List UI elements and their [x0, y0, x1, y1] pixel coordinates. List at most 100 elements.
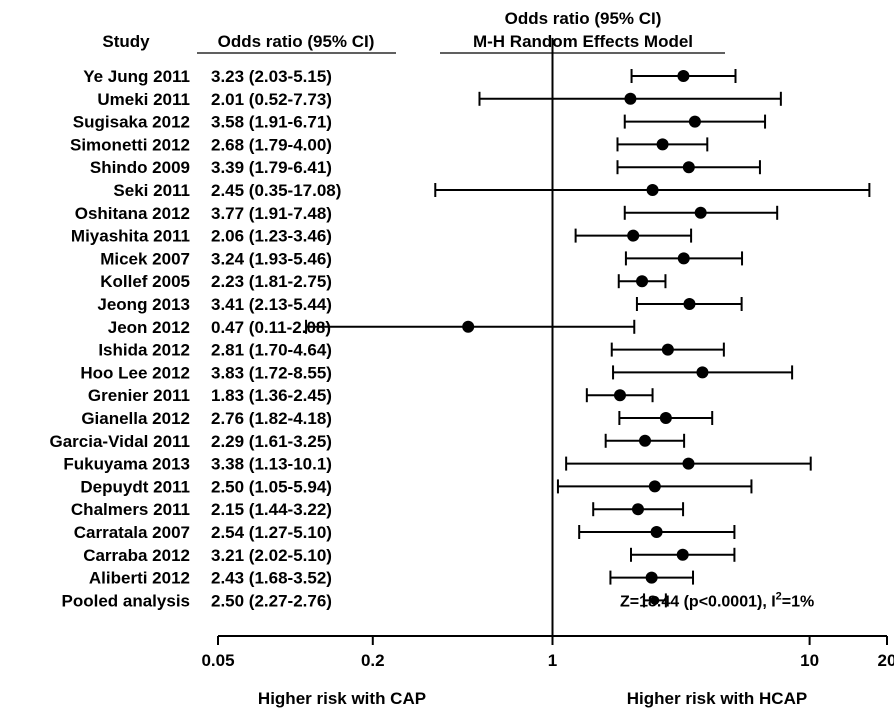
study-row: Chalmers 2011 2.15 (1.44-3.22)	[71, 500, 685, 519]
study-row: Carratala 2007 2.54 (1.27-5.10)	[74, 523, 736, 542]
study-3-name: Simonetti 2012	[70, 135, 190, 154]
study-15-or-ci-text: 2.76 (1.82-4.18)	[211, 409, 332, 428]
study-10-or-ci-text: 3.41 (2.13-5.44)	[211, 295, 332, 314]
study-16-point	[639, 434, 652, 447]
study-1-or-ci-text: 2.01 (0.52-7.73)	[211, 90, 332, 109]
study-row: Seki 2011 2.45 (0.35-17.08)	[113, 181, 871, 200]
study-14-name: Grenier 2011	[88, 386, 190, 405]
study-rows: Ye Jung 2011 3.23 (2.03-5.15) Umeki 2011 2.…	[49, 67, 871, 610]
pooled-stat-suffix: =1%	[782, 593, 814, 610]
study-18-point	[648, 480, 661, 493]
study-row: Grenier 2011 1.83 (1.36-2.45)	[88, 386, 654, 405]
header-study: Study	[102, 32, 150, 51]
x-tick-label: 0.2	[361, 651, 385, 670]
pooled-name: Pooled analysis	[62, 591, 191, 610]
x-side-label-left: Higher risk with CAP	[258, 689, 426, 708]
study-2-name: Sugisaka 2012	[73, 113, 190, 132]
header-plot-line2: M-H Random Effects Model	[473, 32, 693, 51]
study-18-or-ci-text: 2.50 (1.05-5.94)	[211, 477, 332, 496]
study-row: Garcia-Vidal 2011 2.29 (1.61-3.25)	[49, 432, 686, 451]
study-row: Aliberti 2012 2.43 (1.68-3.52)	[89, 569, 695, 588]
study-6-point	[694, 206, 707, 219]
study-row: Fukuyama 2013 3.38 (1.13-10.1)	[63, 455, 812, 474]
pooled-statistics: Z=18.44 (p<0.0001), I2=1%	[620, 590, 814, 610]
study-row: Jeon 2012 0.47 (0.11-2.08)	[108, 318, 636, 337]
study-4-point	[682, 161, 695, 174]
study-19-or-ci-text: 2.15 (1.44-3.22)	[211, 500, 332, 519]
study-19-point	[631, 503, 644, 516]
pooled-point	[650, 595, 660, 605]
study-5-point	[646, 184, 659, 196]
study-11-or-ci-text: 0.47 (0.11-2.08)	[211, 318, 331, 337]
study-20-or-ci-text: 2.54 (1.27-5.10)	[211, 523, 332, 542]
pooled-stat-prefix: Z=18.44 (p<0.0001), I	[620, 593, 776, 610]
study-9-name: Kollef 2005	[100, 272, 190, 291]
pooled-stat-sup: 2	[776, 590, 782, 602]
study-17-or-ci-text: 3.38 (1.13-10.1)	[211, 455, 332, 474]
study-3-point	[656, 138, 669, 151]
study-14-point	[613, 389, 626, 402]
study-7-point	[627, 229, 640, 242]
study-row: Micek 2007 3.24 (1.93-5.46)	[100, 249, 744, 268]
study-19-name: Chalmers 2011	[71, 500, 190, 519]
study-16-name: Garcia-Vidal 2011	[49, 432, 190, 451]
study-7-or-ci-text: 2.06 (1.23-3.46)	[211, 227, 332, 246]
study-row: Depuydt 2011 2.50 (1.05-5.94)	[80, 477, 753, 496]
study-2-or-ci-text: 3.58 (1.91-6.71)	[211, 113, 332, 132]
study-5-name: Seki 2011	[113, 181, 190, 200]
study-row: Gianella 2012 2.76 (1.82-4.18)	[81, 409, 714, 428]
study-11-point	[462, 320, 475, 333]
study-9-point	[636, 275, 649, 288]
study-row: Carraba 2012 3.21 (2.02-5.10)	[83, 546, 736, 565]
study-row: Miyashita 2011 2.06 (1.23-3.46)	[71, 227, 693, 246]
study-20-name: Carratala 2007	[74, 523, 190, 542]
study-17-name: Fukuyama 2013	[63, 455, 190, 474]
study-22-or-ci-text: 2.43 (1.68-3.52)	[211, 569, 332, 588]
header-odds-ratio-ci: Odds ratio (95% CI)	[218, 32, 375, 51]
study-row: Umeki 2011 2.01 (0.52-7.73)	[97, 90, 782, 109]
study-20-point	[650, 526, 663, 538]
study-1-point	[624, 92, 637, 105]
study-1-name: Umeki 2011	[97, 90, 190, 109]
study-row: Jeong 2013 3.41 (2.13-5.44)	[97, 295, 743, 314]
study-13-point	[696, 366, 709, 379]
study-row: Shindo 2009 3.39 (1.79-6.41)	[90, 158, 761, 177]
study-10-name: Jeong 2013	[97, 295, 190, 314]
study-6-name: Oshitana 2012	[75, 204, 190, 223]
study-15-point	[659, 412, 672, 424]
study-13-or-ci-text: 3.83 (1.72-8.55)	[211, 363, 332, 382]
study-13-name: Hoo Lee 2012	[80, 363, 190, 382]
x-tick-label: 1	[548, 651, 557, 670]
x-tick-label: 10	[800, 651, 819, 670]
pooled-or-ci-text: 2.50 (2.27-2.76)	[211, 591, 332, 610]
x-tick-label: 0.05	[201, 651, 234, 670]
study-12-point	[661, 343, 674, 356]
study-row: Oshitana 2012 3.77 (1.91-7.48)	[75, 204, 779, 223]
study-21-name: Carraba 2012	[83, 546, 190, 565]
study-18-name: Depuydt 2011	[80, 477, 190, 496]
study-5-or-ci-text: 2.45 (0.35-17.08)	[211, 181, 341, 200]
study-4-or-ci-text: 3.39 (1.79-6.41)	[211, 158, 332, 177]
study-row: Hoo Lee 2012 3.83 (1.72-8.55)	[80, 363, 794, 382]
study-11-name: Jeon 2012	[108, 318, 190, 337]
study-row: Ye Jung 2011 3.23 (2.03-5.15)	[83, 67, 737, 86]
x-tick-label: 20	[878, 651, 894, 670]
study-row: Kollef 2005 2.23 (1.81-2.75)	[100, 272, 667, 291]
study-4-name: Shindo 2009	[90, 158, 190, 177]
study-8-or-ci-text: 3.24 (1.93-5.46)	[211, 249, 332, 268]
study-2-point	[688, 115, 701, 128]
study-14-or-ci-text: 1.83 (1.36-2.45)	[211, 386, 332, 405]
study-3-or-ci-text: 2.68 (1.79-4.00)	[211, 135, 332, 154]
study-6-or-ci-text: 3.77 (1.91-7.48)	[211, 204, 332, 223]
study-0-point	[677, 70, 690, 82]
study-15-name: Gianella 2012	[81, 409, 190, 428]
pooled-row: Pooled analysis 2.50 (2.27-2.76) Z=18.44 (…	[62, 590, 815, 610]
study-row: Simonetti 2012 2.68 (1.79-4.00)	[70, 135, 709, 154]
x-side-label-right: Higher risk with HCAP	[627, 689, 807, 708]
header-plot-line1: Odds ratio (95% CI)	[505, 9, 662, 28]
study-9-or-ci-text: 2.23 (1.81-2.75)	[211, 272, 332, 291]
study-8-point	[677, 252, 690, 265]
x-axis: 0.05 0.2 1 10 20	[201, 635, 894, 670]
study-row: Ishida 2012 2.81 (1.70-4.64)	[98, 341, 725, 360]
